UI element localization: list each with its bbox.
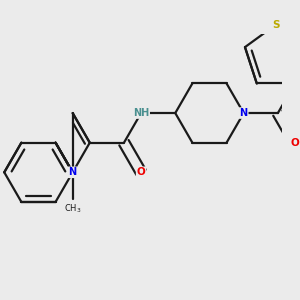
Text: O: O [291, 138, 299, 148]
Text: CH$_3$: CH$_3$ [64, 202, 81, 214]
Text: N: N [69, 167, 77, 177]
Text: NH: NH [133, 108, 149, 118]
Text: S: S [272, 20, 280, 30]
Text: O: O [137, 167, 146, 177]
Text: N: N [240, 108, 248, 118]
